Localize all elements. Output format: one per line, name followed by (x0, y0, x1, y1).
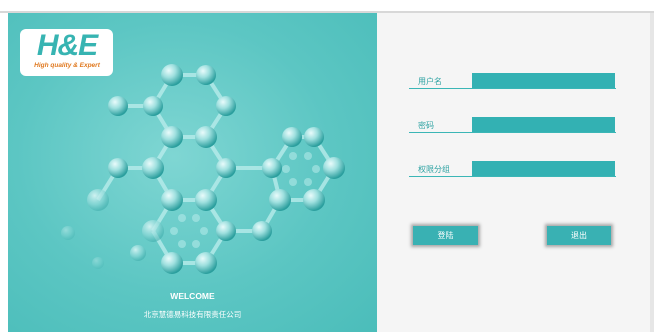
company-name: 北京慧德易科技有限责任公司 (143, 310, 242, 319)
welcome-panel: H&E High quality & Expert WELCOME 北京慧德易科… (8, 13, 377, 332)
logo-text: H&E (36, 29, 98, 62)
password-input[interactable] (472, 117, 615, 133)
exit-button[interactable]: 退出 (547, 226, 611, 245)
permission-group-input[interactable] (472, 161, 615, 177)
password-underline (409, 132, 616, 133)
company-logo: H&E High quality & Expert (20, 29, 113, 76)
top-divider (0, 11, 654, 13)
username-underline (409, 88, 616, 89)
permission-group-label: 权限分组 (418, 165, 450, 174)
password-label: 密码 (418, 121, 434, 130)
username-label: 用户名 (418, 77, 442, 86)
permission-group-underline (409, 176, 616, 177)
logo-tagline: High quality & Expert (34, 62, 100, 69)
molecule-illustration (61, 64, 345, 274)
username-input[interactable] (472, 73, 615, 89)
welcome-heading: WELCOME (170, 291, 215, 301)
right-edge (650, 13, 654, 332)
login-button[interactable]: 登陆 (413, 226, 478, 245)
